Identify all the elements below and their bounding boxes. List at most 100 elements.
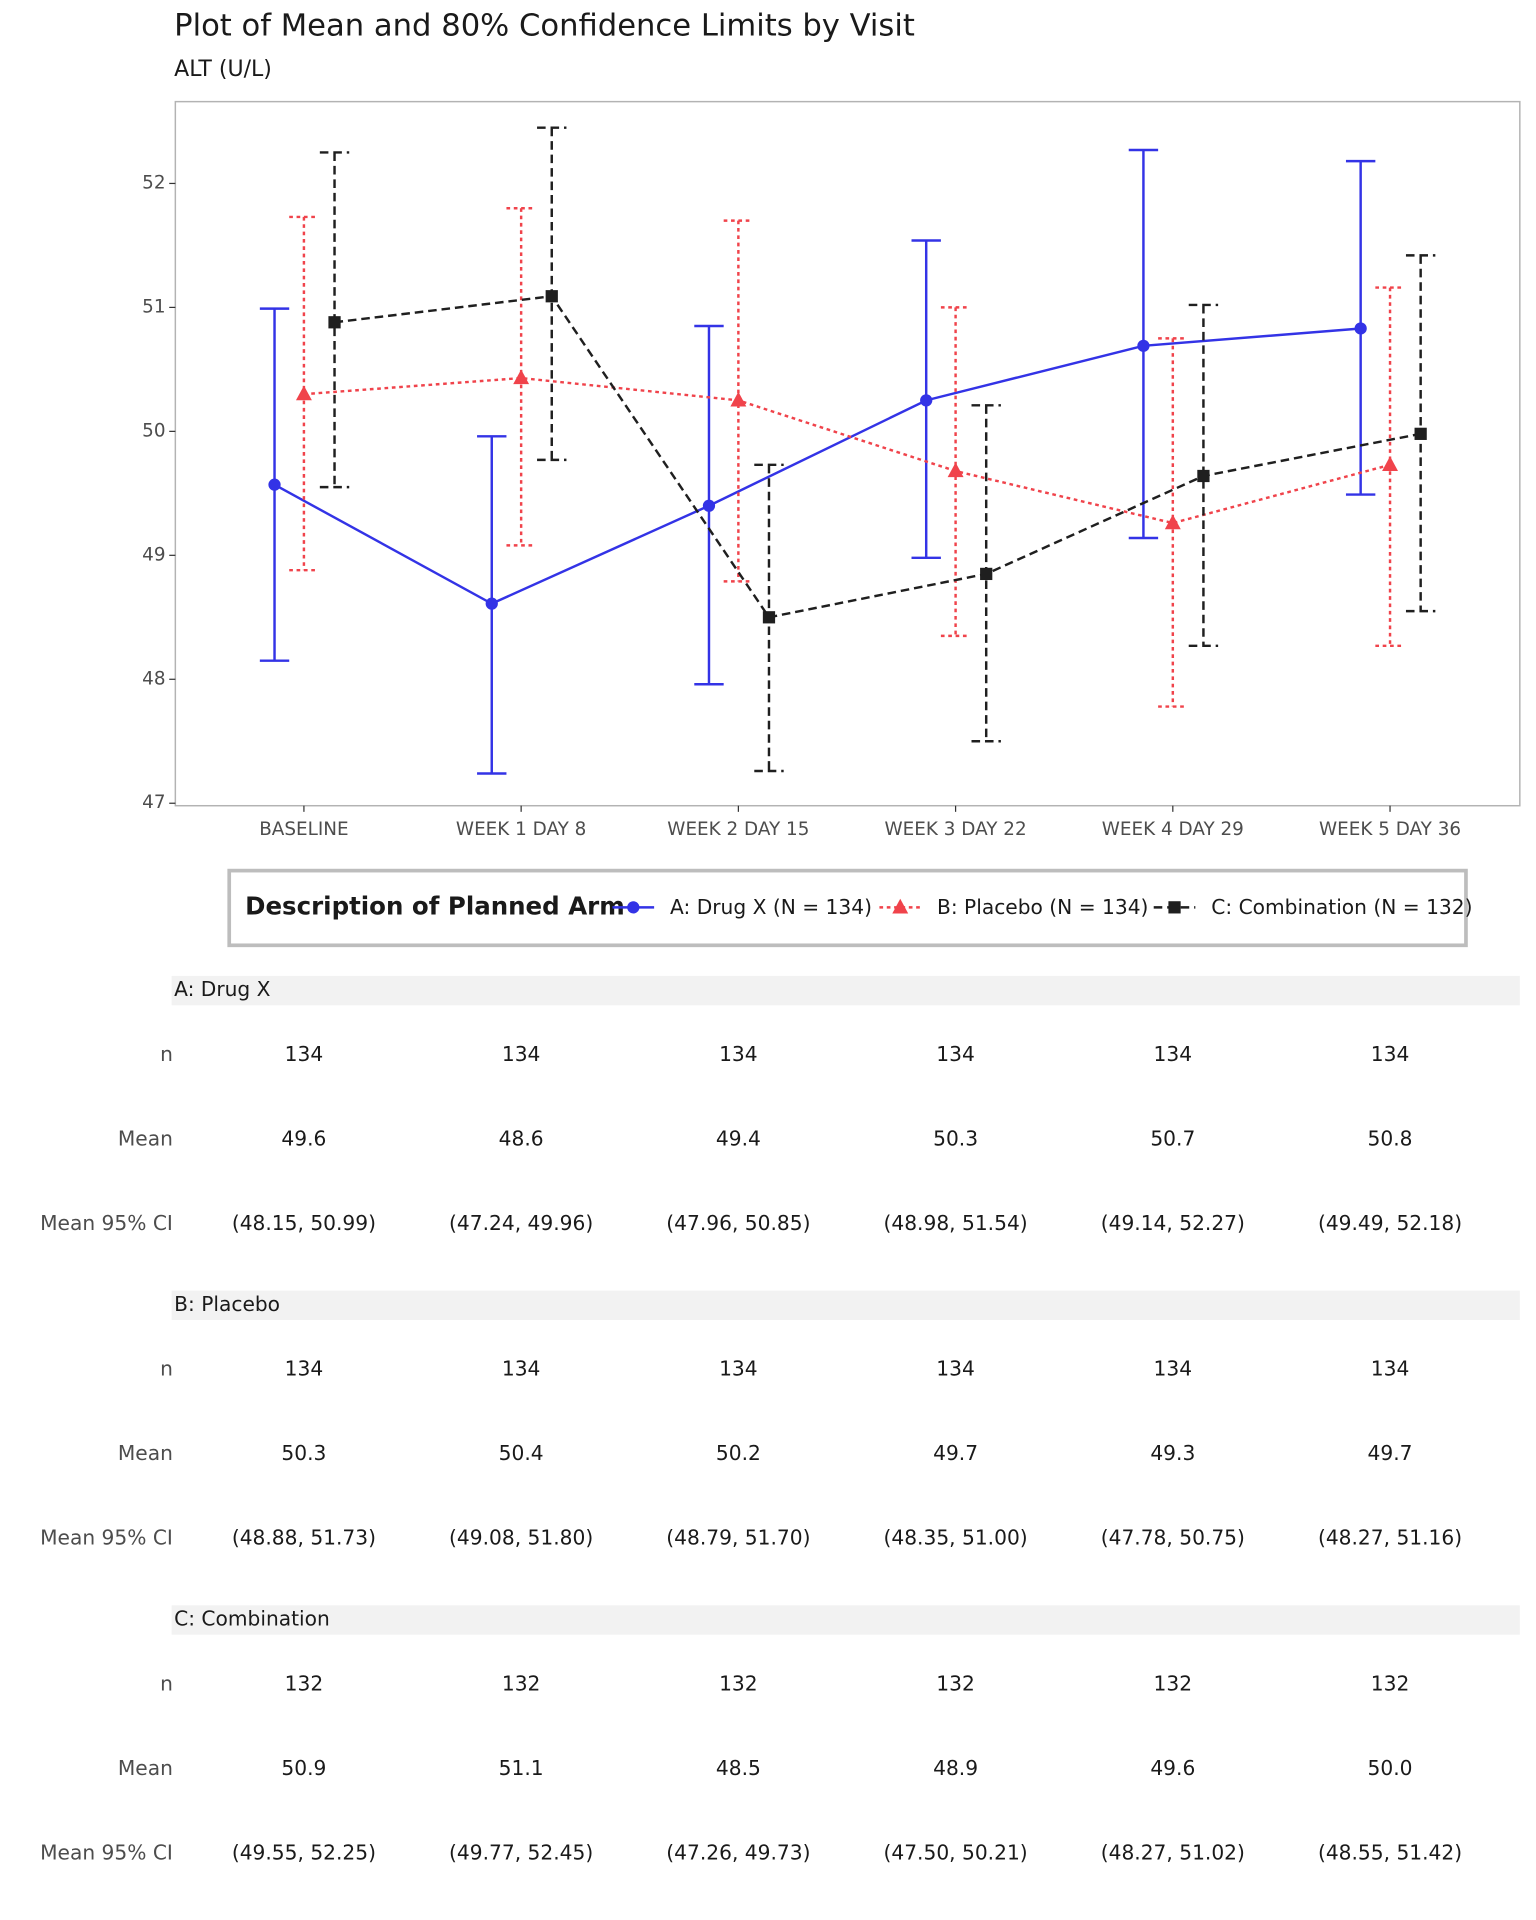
row-label: n	[160, 1357, 173, 1381]
point	[702, 499, 716, 512]
section-band	[171, 1605, 1520, 1635]
table-cell: 134	[285, 1042, 324, 1066]
table-cell: (49.77, 52.45)	[449, 1840, 593, 1864]
table-cell: 49.7	[933, 1441, 978, 1465]
table-cell: (48.15, 50.99)	[232, 1211, 376, 1235]
table-cell: 49.7	[1368, 1441, 1413, 1465]
y-tick-label: 47	[142, 792, 165, 813]
table-cell: 132	[1154, 1671, 1193, 1695]
table-cell: 50.3	[933, 1127, 978, 1151]
table-cell: 134	[1371, 1042, 1410, 1066]
point	[545, 290, 558, 303]
table-cell: 132	[285, 1671, 324, 1695]
table-cell: 50.7	[1150, 1127, 1195, 1151]
table-cell: (47.96, 50.85)	[666, 1211, 810, 1235]
x-tick-label: WEEK 3 DAY 22	[885, 819, 1027, 840]
point	[980, 567, 993, 581]
table-cell: 134	[1154, 1357, 1193, 1381]
point	[730, 391, 747, 407]
point	[1382, 456, 1398, 471]
row-label: Mean	[118, 1127, 173, 1151]
y-tick-label: 51	[142, 296, 165, 317]
table-cell: (48.55, 51.42)	[1318, 1840, 1462, 1864]
table-cell: (49.14, 52.27)	[1101, 1211, 1245, 1235]
row-label: Mean 95% CI	[40, 1211, 173, 1235]
y-tick-label: 49	[142, 544, 165, 565]
table-cell: (48.35, 51.00)	[884, 1526, 1028, 1550]
table-cell: 48.9	[933, 1756, 978, 1780]
table-cell: 49.6	[281, 1127, 326, 1151]
table-cell: 51.1	[499, 1756, 544, 1780]
point	[1168, 901, 1181, 914]
point	[513, 369, 530, 385]
table-cell: (48.79, 51.70)	[666, 1526, 810, 1550]
table-cell: 134	[719, 1042, 758, 1066]
table-cell: 50.0	[1368, 1756, 1413, 1780]
section-band	[171, 1290, 1520, 1320]
table-cell: 49.4	[716, 1127, 761, 1151]
table-cell: (49.49, 52.18)	[1318, 1211, 1462, 1235]
table-cell: 134	[719, 1357, 758, 1381]
legend-label: A: Drug X (N = 134)	[670, 895, 872, 919]
table-cell: 50.8	[1368, 1127, 1413, 1151]
table-cell: (49.55, 52.25)	[232, 1840, 376, 1864]
point	[1164, 514, 1181, 530]
table-cell: 48.5	[716, 1756, 761, 1780]
section-title: C: Combination	[174, 1607, 330, 1631]
table-cell: 134	[1154, 1042, 1193, 1066]
table-cell: 134	[502, 1042, 541, 1066]
section-title: B: Placebo	[174, 1292, 280, 1316]
legend-label: C: Combination (N = 132)	[1211, 895, 1472, 919]
point	[328, 316, 341, 329]
point	[1197, 469, 1210, 483]
table-cell: 50.2	[716, 1441, 761, 1465]
section-title: A: Drug X	[174, 977, 271, 1001]
table-cell: 134	[936, 1042, 975, 1066]
point	[1354, 322, 1367, 335]
table-cell: (48.27, 51.16)	[1318, 1526, 1462, 1550]
table-cell: 132	[719, 1671, 758, 1695]
table-cell: (47.26, 49.73)	[666, 1840, 810, 1864]
table-cell: (47.78, 50.75)	[1101, 1526, 1245, 1550]
table-cell: 132	[936, 1671, 975, 1695]
y-tick-label: 52	[142, 172, 165, 193]
section-band	[171, 975, 1520, 1006]
table-cell: 132	[1371, 1671, 1410, 1695]
table-cell: (48.27, 51.02)	[1101, 1840, 1245, 1864]
row-label: n	[160, 1671, 173, 1695]
series	[289, 207, 1405, 708]
error-bar	[723, 219, 754, 583]
row-label: Mean	[118, 1441, 173, 1465]
legend-label: B: Placebo (N = 134)	[937, 895, 1148, 919]
y-tick-label: 48	[142, 668, 165, 689]
row-label: n	[160, 1042, 173, 1066]
point	[892, 898, 909, 914]
table-cell: 134	[1371, 1357, 1410, 1381]
table-cell: (48.98, 51.54)	[884, 1211, 1028, 1235]
table-cell: 48.6	[499, 1127, 544, 1151]
table-cell: 49.6	[1150, 1756, 1195, 1780]
point	[268, 478, 281, 491]
series	[319, 126, 1436, 773]
table-cell: 50.3	[281, 1441, 326, 1465]
x-tick-label: WEEK 5 DAY 36	[1319, 819, 1461, 840]
table-cell: (47.50, 50.21)	[884, 1840, 1028, 1864]
legend-title: Description of Planned Arm	[245, 891, 625, 920]
row-label: Mean	[118, 1756, 173, 1780]
point	[485, 597, 498, 610]
point	[920, 394, 933, 407]
mean-line	[273, 327, 1361, 606]
table-cell: 50.4	[499, 1441, 544, 1465]
error-bar	[506, 207, 536, 547]
y-tick-label: 50	[142, 420, 165, 441]
x-tick-label: WEEK 4 DAY 29	[1102, 819, 1244, 840]
point	[295, 385, 312, 401]
row-label: Mean 95% CI	[40, 1840, 173, 1864]
series	[259, 148, 1376, 775]
chart-subtitle: ALT (U/L)	[174, 57, 272, 82]
point	[1414, 427, 1427, 440]
table-cell: 50.9	[281, 1756, 326, 1780]
table-cell: (47.24, 49.96)	[449, 1211, 593, 1235]
table-cell: 132	[502, 1671, 541, 1695]
point	[627, 901, 640, 914]
